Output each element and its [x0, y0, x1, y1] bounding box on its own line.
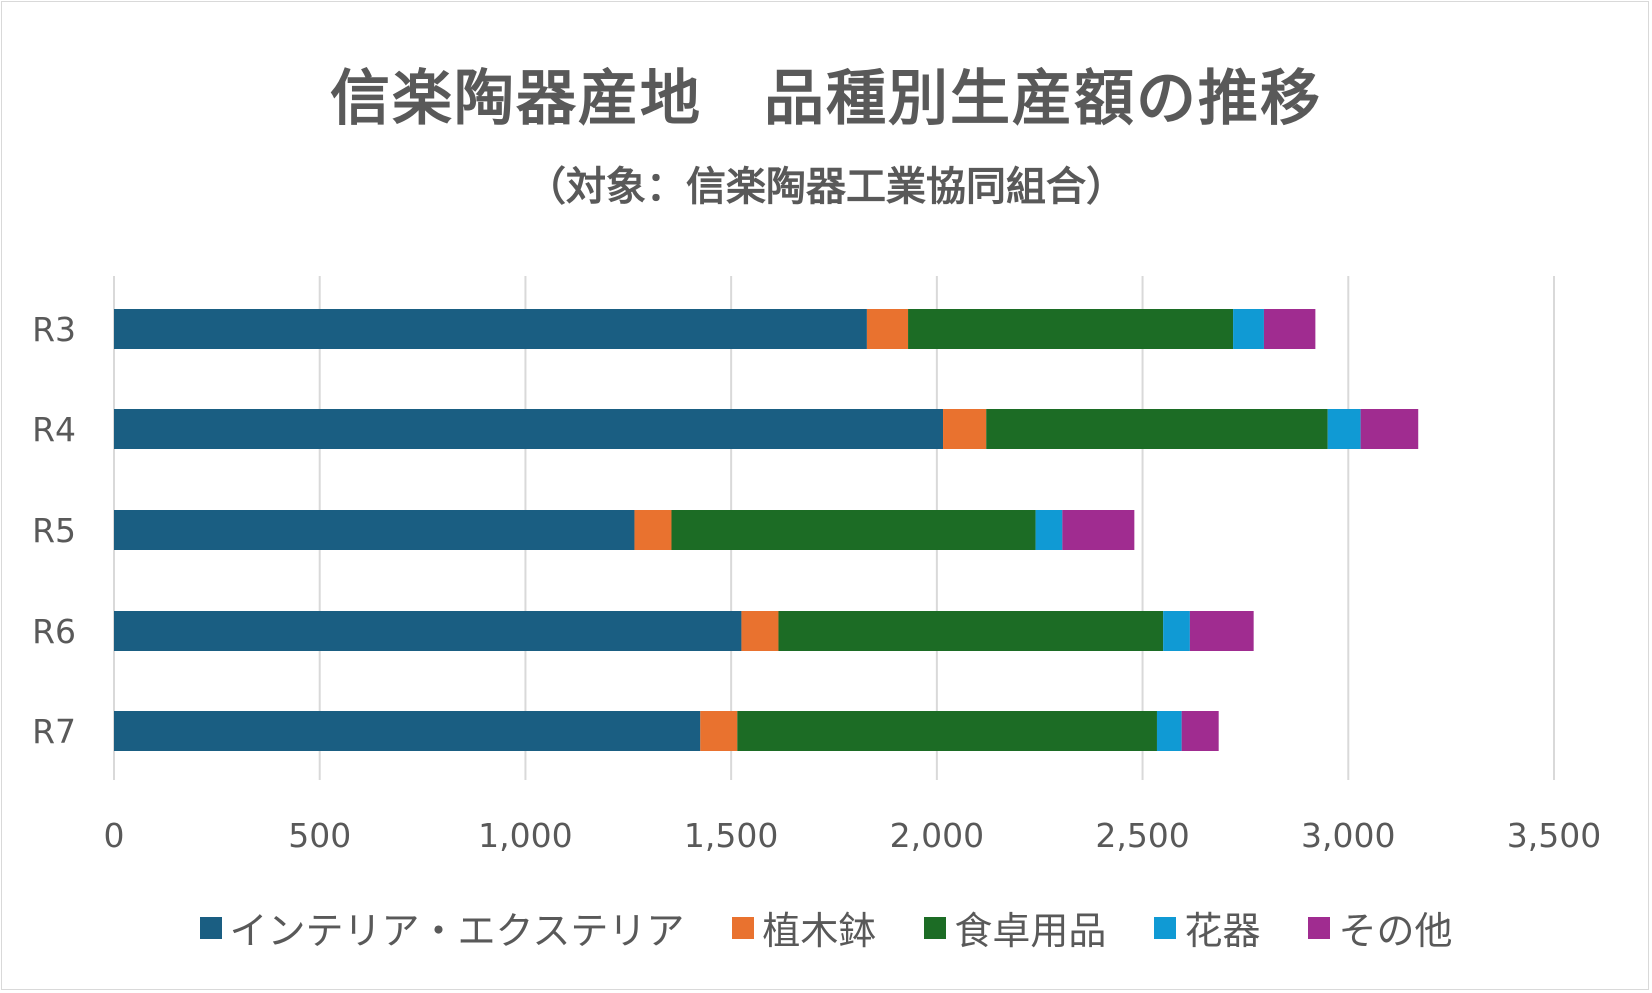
bar-segment-R3-0 — [114, 309, 867, 349]
legend-swatch — [1154, 916, 1177, 939]
x-tick-label: 1,500 — [684, 816, 778, 855]
bar-segment-R3-3 — [1233, 309, 1264, 349]
y-tick-label: R6 — [32, 612, 76, 651]
bar-segment-R6-0 — [114, 611, 742, 651]
y-tick-label: R4 — [32, 410, 76, 449]
bar-segment-R6-2 — [778, 611, 1164, 651]
legend-swatch — [924, 916, 947, 939]
y-axis-labels: R3 R4 R5 R6 R7 — [32, 310, 76, 751]
bar-segment-R7-3 — [1156, 711, 1182, 751]
y-tick-label: R7 — [32, 712, 76, 751]
bar-segment-R3-2 — [908, 309, 1234, 349]
x-tick-label: 1,000 — [478, 816, 572, 855]
x-tick-label: 0 — [104, 816, 125, 855]
legend-swatch — [732, 916, 755, 939]
legend-item: インテリア・エクステリア — [199, 900, 685, 955]
bar-segment-R5-3 — [1035, 510, 1063, 550]
x-axis-labels: 0 500 1,000 1,500 2,000 2,500 3,000 3,500 — [104, 816, 1602, 855]
legend-item: その他 — [1308, 900, 1452, 955]
plot-area: R3 R4 R5 R6 R7 0 500 1,000 1,500 2,000 2,500 3,000… — [32, 276, 1602, 855]
legend-label: 花器 — [1184, 909, 1261, 953]
bar-segment-R6-4 — [1189, 611, 1254, 651]
bar-segment-R7-2 — [737, 711, 1157, 751]
bar-segment-R5-1 — [634, 510, 672, 550]
bar-segment-R4-2 — [986, 409, 1328, 449]
bar-segment-R6-1 — [741, 611, 779, 651]
bar-segment-R5-2 — [671, 510, 1036, 550]
bar-segment-R7-4 — [1181, 711, 1219, 751]
bar-segment-R7-0 — [114, 711, 701, 751]
x-tick-label: 2,500 — [1095, 816, 1189, 855]
bar-segment-R3-1 — [866, 309, 909, 349]
bar-segment-R3-4 — [1263, 309, 1316, 349]
legend-swatch — [199, 916, 222, 939]
bar-segment-R4-0 — [114, 409, 944, 449]
chart-subtitle: （対象：信楽陶器工業協同組合） — [526, 164, 1126, 210]
bar-segment-R6-3 — [1163, 611, 1190, 651]
x-tick-label: 3,000 — [1301, 816, 1395, 855]
legend-label: 植木鉢 — [762, 909, 877, 953]
y-tick-label: R3 — [32, 310, 76, 349]
bars — [114, 309, 1419, 751]
legend-item: 食卓用品 — [924, 900, 1106, 955]
legend-label: 食卓用品 — [954, 909, 1107, 953]
bar-segment-R4-4 — [1360, 409, 1419, 449]
chart-title: 信楽陶器産地 品種別生産額の推移 — [330, 64, 1322, 134]
bar-segment-R5-4 — [1062, 510, 1135, 550]
x-tick-label: 500 — [288, 816, 351, 855]
legend-swatch — [1308, 916, 1331, 939]
x-tick-label: 2,000 — [890, 816, 984, 855]
legend-item: 花器 — [1154, 900, 1260, 955]
bar-segment-R7-1 — [700, 711, 738, 751]
y-tick-label: R5 — [32, 511, 76, 550]
bar-segment-R4-3 — [1327, 409, 1361, 449]
legend-label: インテリア・エクステリア — [229, 909, 685, 953]
x-tick-label: 3,500 — [1507, 816, 1601, 855]
legend-item: 植木鉢 — [732, 900, 876, 955]
bar-segment-R5-0 — [114, 510, 635, 550]
legend-label: その他 — [1338, 909, 1453, 953]
bar-segment-R4-1 — [943, 409, 987, 449]
legend: インテリア・エクステリア 植木鉢 食卓用品 花器 その他 — [2, 900, 1650, 955]
